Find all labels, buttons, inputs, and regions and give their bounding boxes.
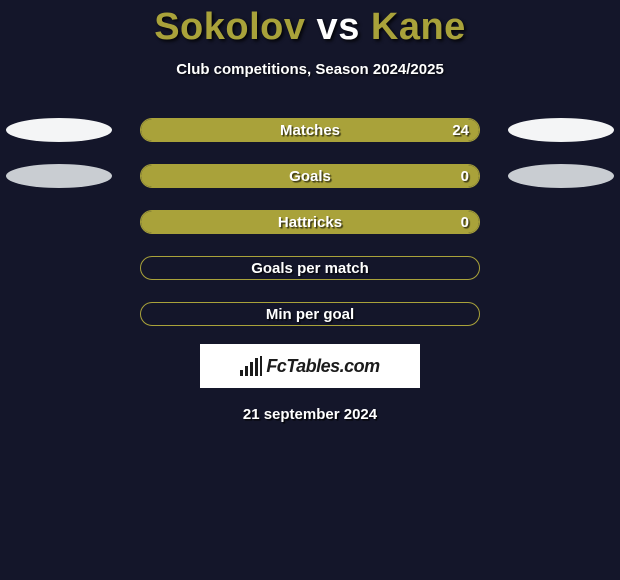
stat-row: Hattricks 0 [0,210,620,234]
bar-chart-icon [240,356,262,376]
stat-row: Min per goal [0,302,620,326]
stat-label: Min per goal [266,306,354,323]
stat-row: Goals per match [0,256,620,280]
stat-label: Hattricks [278,214,342,231]
stat-bar: Goals 0 [140,164,480,188]
subtitle: Club competitions, Season 2024/2025 [176,61,444,78]
player-left-name: Sokolov [154,6,305,48]
stat-bar: Goals per match [140,256,480,280]
stat-value: 0 [461,165,469,187]
date-label: 21 september 2024 [243,406,377,423]
source-logo: FcTables.com [200,344,420,388]
stat-bar: Matches 24 [140,118,480,142]
right-value-pill [508,118,614,142]
right-value-pill [508,164,614,188]
comparison-card: Sokolov vs Kane Club competitions, Seaso… [0,0,620,423]
stat-value: 0 [461,211,469,233]
stat-rows: Matches 24 Goals 0 Hattricks 0 Goals p [0,118,620,326]
stat-label: Matches [280,122,340,139]
left-value-pill [6,118,112,142]
stat-bar: Min per goal [140,302,480,326]
stat-bar: Hattricks 0 [140,210,480,234]
left-value-pill [6,164,112,188]
stat-label: Goals per match [251,260,369,277]
stat-value: 24 [452,119,469,141]
title-vs: vs [306,6,371,48]
player-right-name: Kane [371,6,466,48]
stat-row: Matches 24 [0,118,620,142]
stat-row: Goals 0 [0,164,620,188]
stat-label: Goals [289,168,331,185]
page-title: Sokolov vs Kane [154,6,466,49]
logo-text: FcTables.com [266,356,379,377]
